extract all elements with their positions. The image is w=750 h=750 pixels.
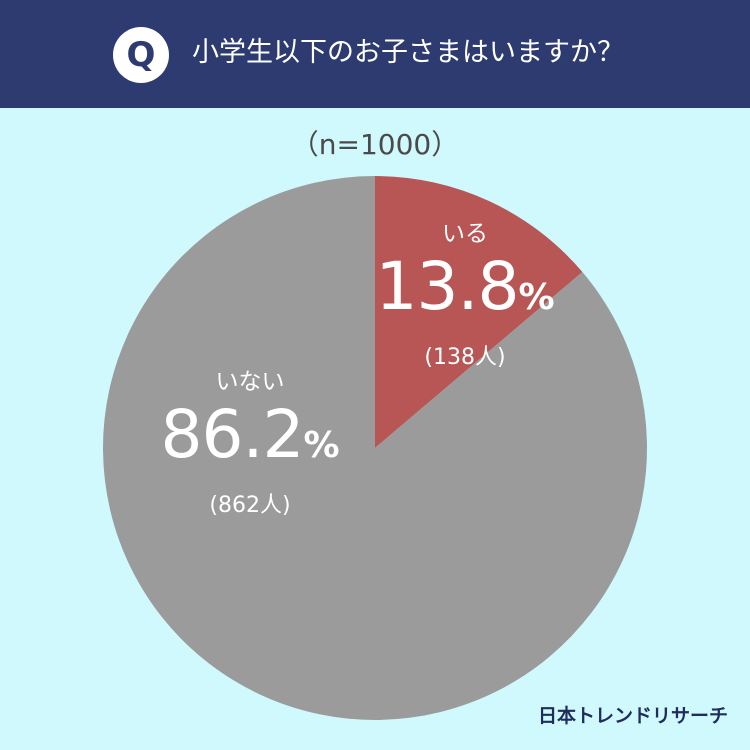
slice-label-yes: いる 13.8% (138人): [375, 220, 555, 373]
question-title: 小学生以下のお子さまはいますか？: [192, 37, 624, 68]
slice-label-no: いない 86.2% (862人): [155, 368, 345, 521]
percent-value-no: 86.2: [160, 396, 304, 473]
percent-value-yes: 13.8: [375, 248, 519, 325]
q-badge: Q: [113, 27, 169, 83]
slice-count-yes: (138人): [424, 345, 506, 370]
percent-unit-no: %: [303, 425, 340, 466]
pie-slice-no: [102, 176, 647, 720]
slice-percent-no: 86.2%: [155, 396, 345, 491]
slice-count-no: (862人): [209, 493, 291, 518]
slice-name-yes: いる: [442, 221, 488, 247]
sample-size: （n=1000）: [290, 128, 460, 161]
brand-logo: 日本トレンドリサーチ: [537, 705, 728, 727]
slice-name-no: いない: [215, 369, 285, 395]
pie-slice-yes: [375, 176, 583, 448]
percent-unit-yes: %: [518, 277, 555, 318]
slice-percent-yes: 13.8%: [375, 248, 555, 343]
header-banner: Q 小学生以下のお子さまはいますか？: [0, 0, 750, 108]
